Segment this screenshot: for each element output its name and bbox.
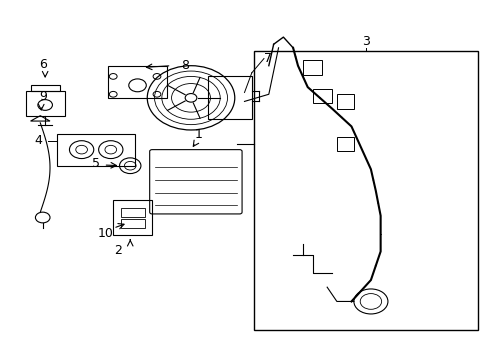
- Bar: [26, 91, 64, 116]
- Text: 9: 9: [39, 90, 46, 103]
- Bar: [120, 219, 144, 228]
- Bar: [336, 94, 353, 109]
- Bar: [302, 60, 322, 75]
- Text: 3: 3: [362, 35, 369, 48]
- Bar: [312, 89, 331, 103]
- Text: 10: 10: [98, 227, 114, 240]
- Text: 2: 2: [114, 244, 122, 257]
- Text: 1: 1: [194, 128, 202, 141]
- Bar: [254, 51, 477, 330]
- Bar: [120, 208, 144, 217]
- Bar: [207, 76, 251, 119]
- Text: 4: 4: [34, 134, 41, 147]
- Text: 6: 6: [39, 58, 46, 71]
- Bar: [336, 137, 353, 152]
- Text: 7: 7: [264, 52, 271, 65]
- Bar: [57, 134, 135, 166]
- Text: 5: 5: [92, 157, 100, 170]
- Bar: [108, 66, 166, 98]
- Bar: [30, 85, 60, 91]
- Text: 8: 8: [181, 59, 189, 72]
- Bar: [113, 200, 152, 235]
